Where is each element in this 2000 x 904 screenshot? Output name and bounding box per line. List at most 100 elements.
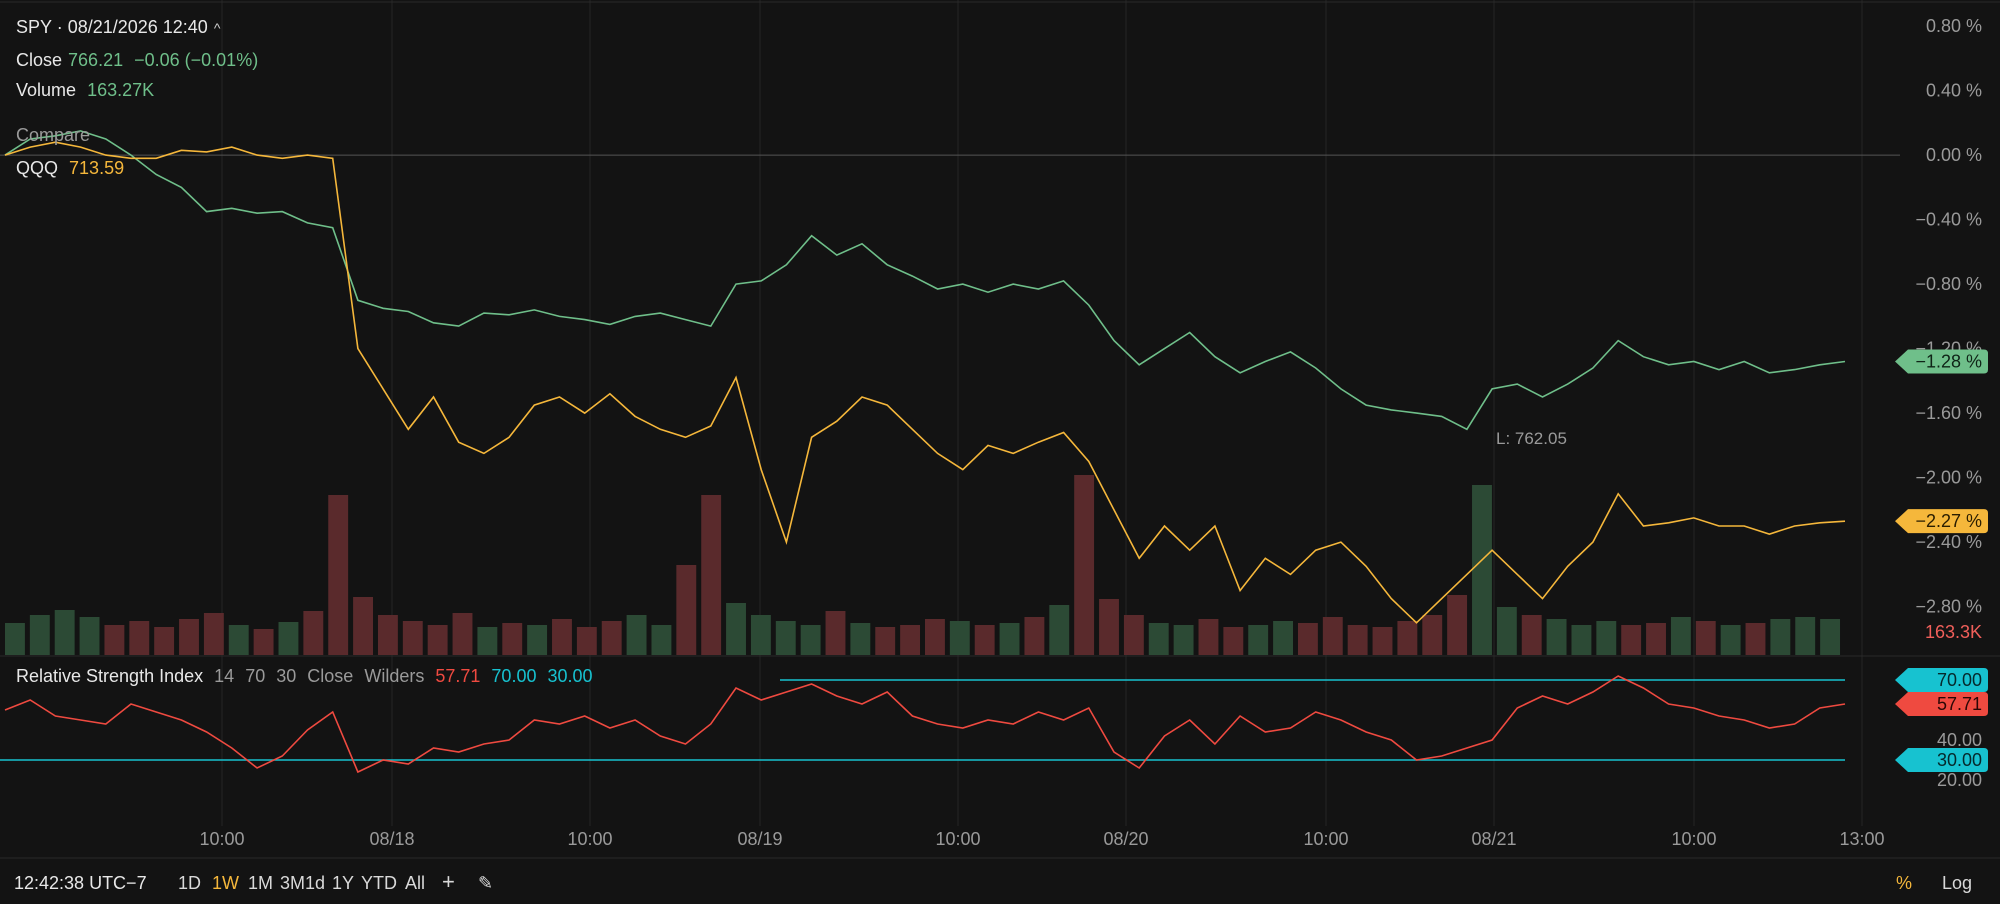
volume-bar-65 — [1621, 625, 1642, 655]
volume-bar-25 — [626, 615, 647, 655]
compare-value: 713.59 — [69, 158, 125, 178]
volume-bar-37 — [925, 619, 945, 655]
compare-symbol-legend[interactable]: QQQ 713.59 — [16, 158, 130, 179]
time-tick-label-0: 10:00 — [199, 829, 244, 849]
volume-bar-63 — [1571, 625, 1592, 655]
rsi-last-tag-shape — [1895, 692, 1988, 716]
time-tick-label-7: 08/21 — [1471, 829, 1516, 849]
qqq-last-tag-shape — [1895, 509, 1988, 534]
volume-bar-69 — [1720, 625, 1741, 655]
volume-bar-32 — [800, 625, 821, 655]
rsi-lower-value: 30.00 — [547, 666, 593, 686]
bottom-toolbar: 12:42:38 UTC−7 1D 1W 1M 3M1d 1Y YTD All … — [0, 860, 2000, 904]
rsi-param-lower: 30 — [276, 666, 297, 686]
range-1m[interactable]: 1M — [248, 873, 274, 893]
volume-bar-4 — [104, 625, 125, 655]
volume-bar-0 — [5, 623, 25, 655]
volume-bar-36 — [900, 625, 921, 655]
qqq-last-tag-text: −2.27 % — [1915, 511, 1982, 531]
volume-bar-5 — [129, 621, 150, 655]
volume-bar-27 — [676, 565, 697, 655]
volume-bar-17 — [427, 625, 448, 655]
rsi-upper-tag: 70.00 — [1895, 668, 1988, 692]
volume-bar-49 — [1223, 627, 1244, 655]
volume-bar-67 — [1670, 617, 1691, 655]
rsi-tick-label-0: 40.00 — [1937, 730, 1982, 750]
range-1w[interactable]: 1W — [212, 873, 239, 893]
volume-bar-47 — [1173, 625, 1194, 655]
range-3m1d[interactable]: 3M1d — [280, 873, 326, 893]
rsi-upper-tag-shape — [1895, 668, 1988, 692]
collapse-caret-icon[interactable]: ^ — [213, 20, 221, 36]
price-tick-label-0: 0.80 % — [1926, 16, 1982, 36]
rsi-param-period: 14 — [214, 666, 235, 686]
time-tick-label-3: 08/19 — [737, 829, 782, 849]
volume-bar-34 — [850, 623, 871, 655]
low-annotation: L: 762.05 — [1496, 429, 1567, 448]
last-value-tags: −1.28 % −2.27 % 70.00 57.71 30.00 — [1895, 349, 1988, 772]
volume-bar-30 — [750, 615, 771, 655]
volume-bar-31 — [775, 621, 796, 655]
time-tick-label-4: 10:00 — [935, 829, 980, 849]
spy-last-tag-shape — [1895, 349, 1988, 374]
volume-bar-46 — [1148, 623, 1169, 655]
volume-bar-71 — [1770, 619, 1791, 655]
close-label: Close — [16, 50, 63, 70]
percent-toggle[interactable]: % — [1896, 873, 1913, 893]
volume-bar-48 — [1198, 619, 1219, 655]
volume-bar-70 — [1745, 623, 1766, 655]
rsi-param-method: Wilders — [364, 666, 425, 686]
volume-bar-51 — [1273, 621, 1293, 655]
rsi-lower-tag: 30.00 — [1895, 748, 1988, 772]
compare-symbol[interactable]: QQQ — [16, 158, 59, 178]
volume-bar-38 — [949, 621, 970, 655]
symbol-legend: SPY · 08/21/2026 12:40 ^ — [16, 17, 226, 38]
time-tick-label-1: 08/18 — [369, 829, 414, 849]
volume-bar-58 — [1447, 595, 1468, 655]
draw-pencil-icon[interactable]: ✎ — [478, 873, 494, 893]
volume-bar-26 — [651, 625, 672, 655]
volume-bar-50 — [1248, 625, 1269, 655]
volume-bar-1 — [29, 615, 50, 655]
range-all[interactable]: All — [405, 873, 426, 893]
time-axis: 10:00 08/18 10:00 08/19 10:00 08/20 10:00 08/21… — [199, 829, 1884, 849]
range-1y[interactable]: 1Y — [332, 873, 355, 893]
volume-bar-52 — [1297, 623, 1318, 655]
volume-bar-24 — [601, 621, 622, 655]
volume-bar-15 — [377, 615, 398, 655]
volume-bar-57 — [1422, 615, 1443, 655]
volume-label: Volume — [16, 80, 77, 100]
price-tick-label-7: −2.00 % — [1915, 468, 1982, 488]
price-tick-label-3: −0.40 % — [1915, 210, 1982, 230]
log-toggle[interactable]: Log — [1942, 873, 1973, 893]
range-1d[interactable]: 1D — [178, 873, 202, 893]
volume-legend: Volume 163.27K — [16, 80, 160, 101]
rsi-param-source: Close — [307, 666, 354, 686]
rsi-upper-tag-text: 70.00 — [1937, 670, 1982, 690]
volume-bar-13 — [328, 495, 349, 655]
add-indicator-icon[interactable]: + — [442, 869, 455, 894]
price-tick-label-8: −2.40 % — [1915, 532, 1982, 552]
volume-bar-14 — [353, 597, 373, 655]
time-tick-label-9: 13:00 — [1839, 829, 1884, 849]
rsi-legend[interactable]: Relative Strength Index 14 70 30 Close W… — [16, 666, 599, 687]
rsi-param-upper: 70 — [245, 666, 266, 686]
volume-bar-60 — [1496, 607, 1517, 655]
volume-bar-66 — [1646, 623, 1666, 655]
volume-bar-10 — [253, 629, 274, 655]
volume-bar-28 — [701, 495, 722, 655]
range-ytd[interactable]: YTD — [361, 873, 397, 893]
qqq-last-tag: −2.27 % — [1895, 509, 1988, 534]
rsi-lower-tag-text: 30.00 — [1937, 750, 1982, 770]
symbol-title[interactable]: SPY · 08/21/2026 12:40 — [16, 17, 208, 37]
close-value: 766.21 — [68, 50, 124, 70]
volume-bar-53 — [1322, 617, 1343, 655]
volume-bar-6 — [154, 627, 175, 655]
volume-bar-55 — [1372, 627, 1393, 655]
volume-last-label: 163.3K — [1925, 622, 1982, 642]
compare-label[interactable]: Compare — [16, 125, 91, 145]
series-line-qqq — [4, 141, 1846, 624]
spy-last-tag: −1.28 % — [1895, 349, 1988, 374]
compare-legend: Compare — [16, 125, 96, 146]
